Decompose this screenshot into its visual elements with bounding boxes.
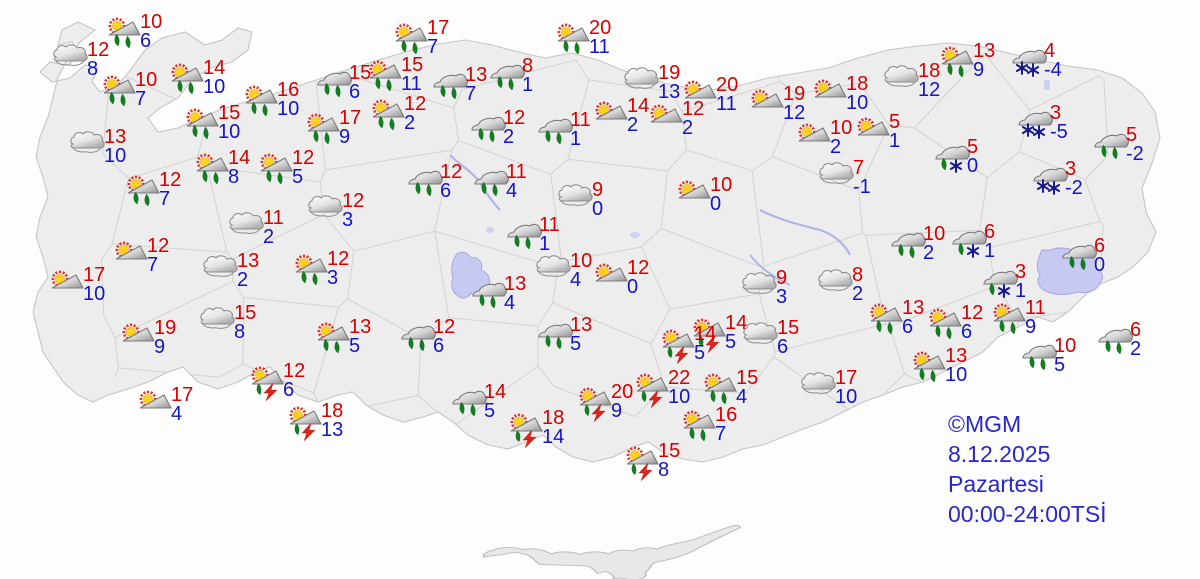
svg-text:2: 2 [237, 269, 248, 291]
svg-text:10: 10 [218, 121, 240, 143]
svg-text:2: 2 [923, 242, 934, 264]
svg-text:5: 5 [1054, 354, 1065, 376]
svg-text:1: 1 [570, 128, 581, 150]
svg-text:0: 0 [627, 276, 638, 298]
svg-text:1: 1 [522, 74, 533, 96]
svg-text:2: 2 [627, 114, 638, 136]
svg-text:11: 11 [589, 36, 610, 58]
svg-text:11: 11 [716, 93, 737, 115]
svg-text:1: 1 [889, 130, 900, 152]
svg-text:6: 6 [440, 180, 451, 202]
svg-text:0: 0 [710, 193, 721, 215]
svg-text:9: 9 [611, 400, 622, 422]
svg-text:6: 6 [283, 379, 294, 401]
svg-text:10: 10 [835, 386, 857, 408]
svg-text:7: 7 [147, 254, 158, 276]
svg-text:6: 6 [433, 335, 444, 357]
svg-text:10: 10 [83, 283, 105, 305]
svg-text:2: 2 [1130, 338, 1141, 360]
svg-text:7: 7 [135, 88, 146, 110]
svg-text:00:00-24:00TSİ: 00:00-24:00TSİ [948, 501, 1107, 527]
svg-text:4: 4 [736, 386, 747, 408]
svg-text:0: 0 [592, 198, 603, 220]
svg-text:2: 2 [503, 126, 514, 148]
svg-text:3: 3 [776, 286, 787, 308]
svg-text:4: 4 [570, 269, 581, 291]
svg-text:2: 2 [830, 136, 841, 158]
svg-text:5: 5 [570, 333, 581, 355]
svg-text:5: 5 [484, 400, 495, 422]
svg-text:©MGM: ©MGM [948, 411, 1021, 437]
svg-text:10: 10 [668, 386, 690, 408]
svg-text:Pazartesi: Pazartesi [948, 471, 1044, 497]
svg-text:0: 0 [1094, 254, 1105, 276]
svg-text:6: 6 [902, 316, 913, 338]
svg-text:13: 13 [658, 81, 680, 103]
svg-text:5: 5 [694, 342, 705, 364]
svg-text:8: 8 [234, 321, 245, 343]
svg-text:9: 9 [973, 59, 984, 81]
svg-text:4: 4 [504, 292, 515, 314]
svg-text:7: 7 [465, 83, 476, 105]
svg-text:3: 3 [327, 267, 338, 289]
svg-text:8: 8 [87, 58, 98, 80]
svg-text:6: 6 [961, 321, 972, 343]
svg-text:10: 10 [277, 98, 299, 120]
svg-text:10: 10 [203, 76, 225, 98]
svg-text:2: 2 [404, 112, 415, 134]
svg-text:10: 10 [846, 92, 868, 114]
svg-text:4: 4 [506, 180, 517, 202]
svg-text:5: 5 [349, 335, 360, 357]
svg-text:7: 7 [427, 36, 438, 58]
svg-text:11: 11 [401, 73, 422, 95]
svg-text:-2: -2 [1065, 177, 1083, 199]
svg-text:6: 6 [140, 30, 151, 52]
svg-text:6: 6 [777, 336, 788, 358]
svg-text:2: 2 [263, 226, 274, 248]
svg-text:-1: -1 [853, 176, 871, 198]
svg-text:10: 10 [945, 364, 967, 386]
svg-text:8: 8 [658, 459, 669, 481]
svg-text:2: 2 [682, 117, 693, 139]
svg-text:4: 4 [171, 403, 182, 425]
svg-text:1: 1 [984, 240, 995, 262]
svg-text:9: 9 [154, 336, 165, 358]
svg-text:3: 3 [342, 209, 353, 231]
svg-text:-4: -4 [1044, 59, 1062, 81]
svg-text:6: 6 [349, 81, 360, 103]
svg-text:13: 13 [321, 419, 343, 441]
svg-text:8: 8 [228, 166, 239, 188]
svg-text:0: 0 [967, 155, 978, 177]
svg-text:8.12.2025: 8.12.2025 [948, 441, 1050, 467]
svg-text:12: 12 [783, 102, 805, 124]
svg-text:10: 10 [104, 145, 126, 167]
svg-text:7: 7 [159, 188, 170, 210]
svg-text:5: 5 [292, 166, 303, 188]
svg-text:7: 7 [715, 423, 726, 445]
svg-text:-5: -5 [1050, 121, 1068, 143]
svg-text:14: 14 [542, 426, 564, 448]
svg-text:12: 12 [918, 79, 940, 101]
svg-text:9: 9 [339, 126, 350, 148]
svg-text:2: 2 [852, 283, 863, 305]
svg-text:9: 9 [1025, 316, 1036, 338]
svg-text:5: 5 [725, 331, 736, 353]
svg-text:1: 1 [539, 233, 550, 255]
svg-text:-2: -2 [1126, 143, 1144, 165]
